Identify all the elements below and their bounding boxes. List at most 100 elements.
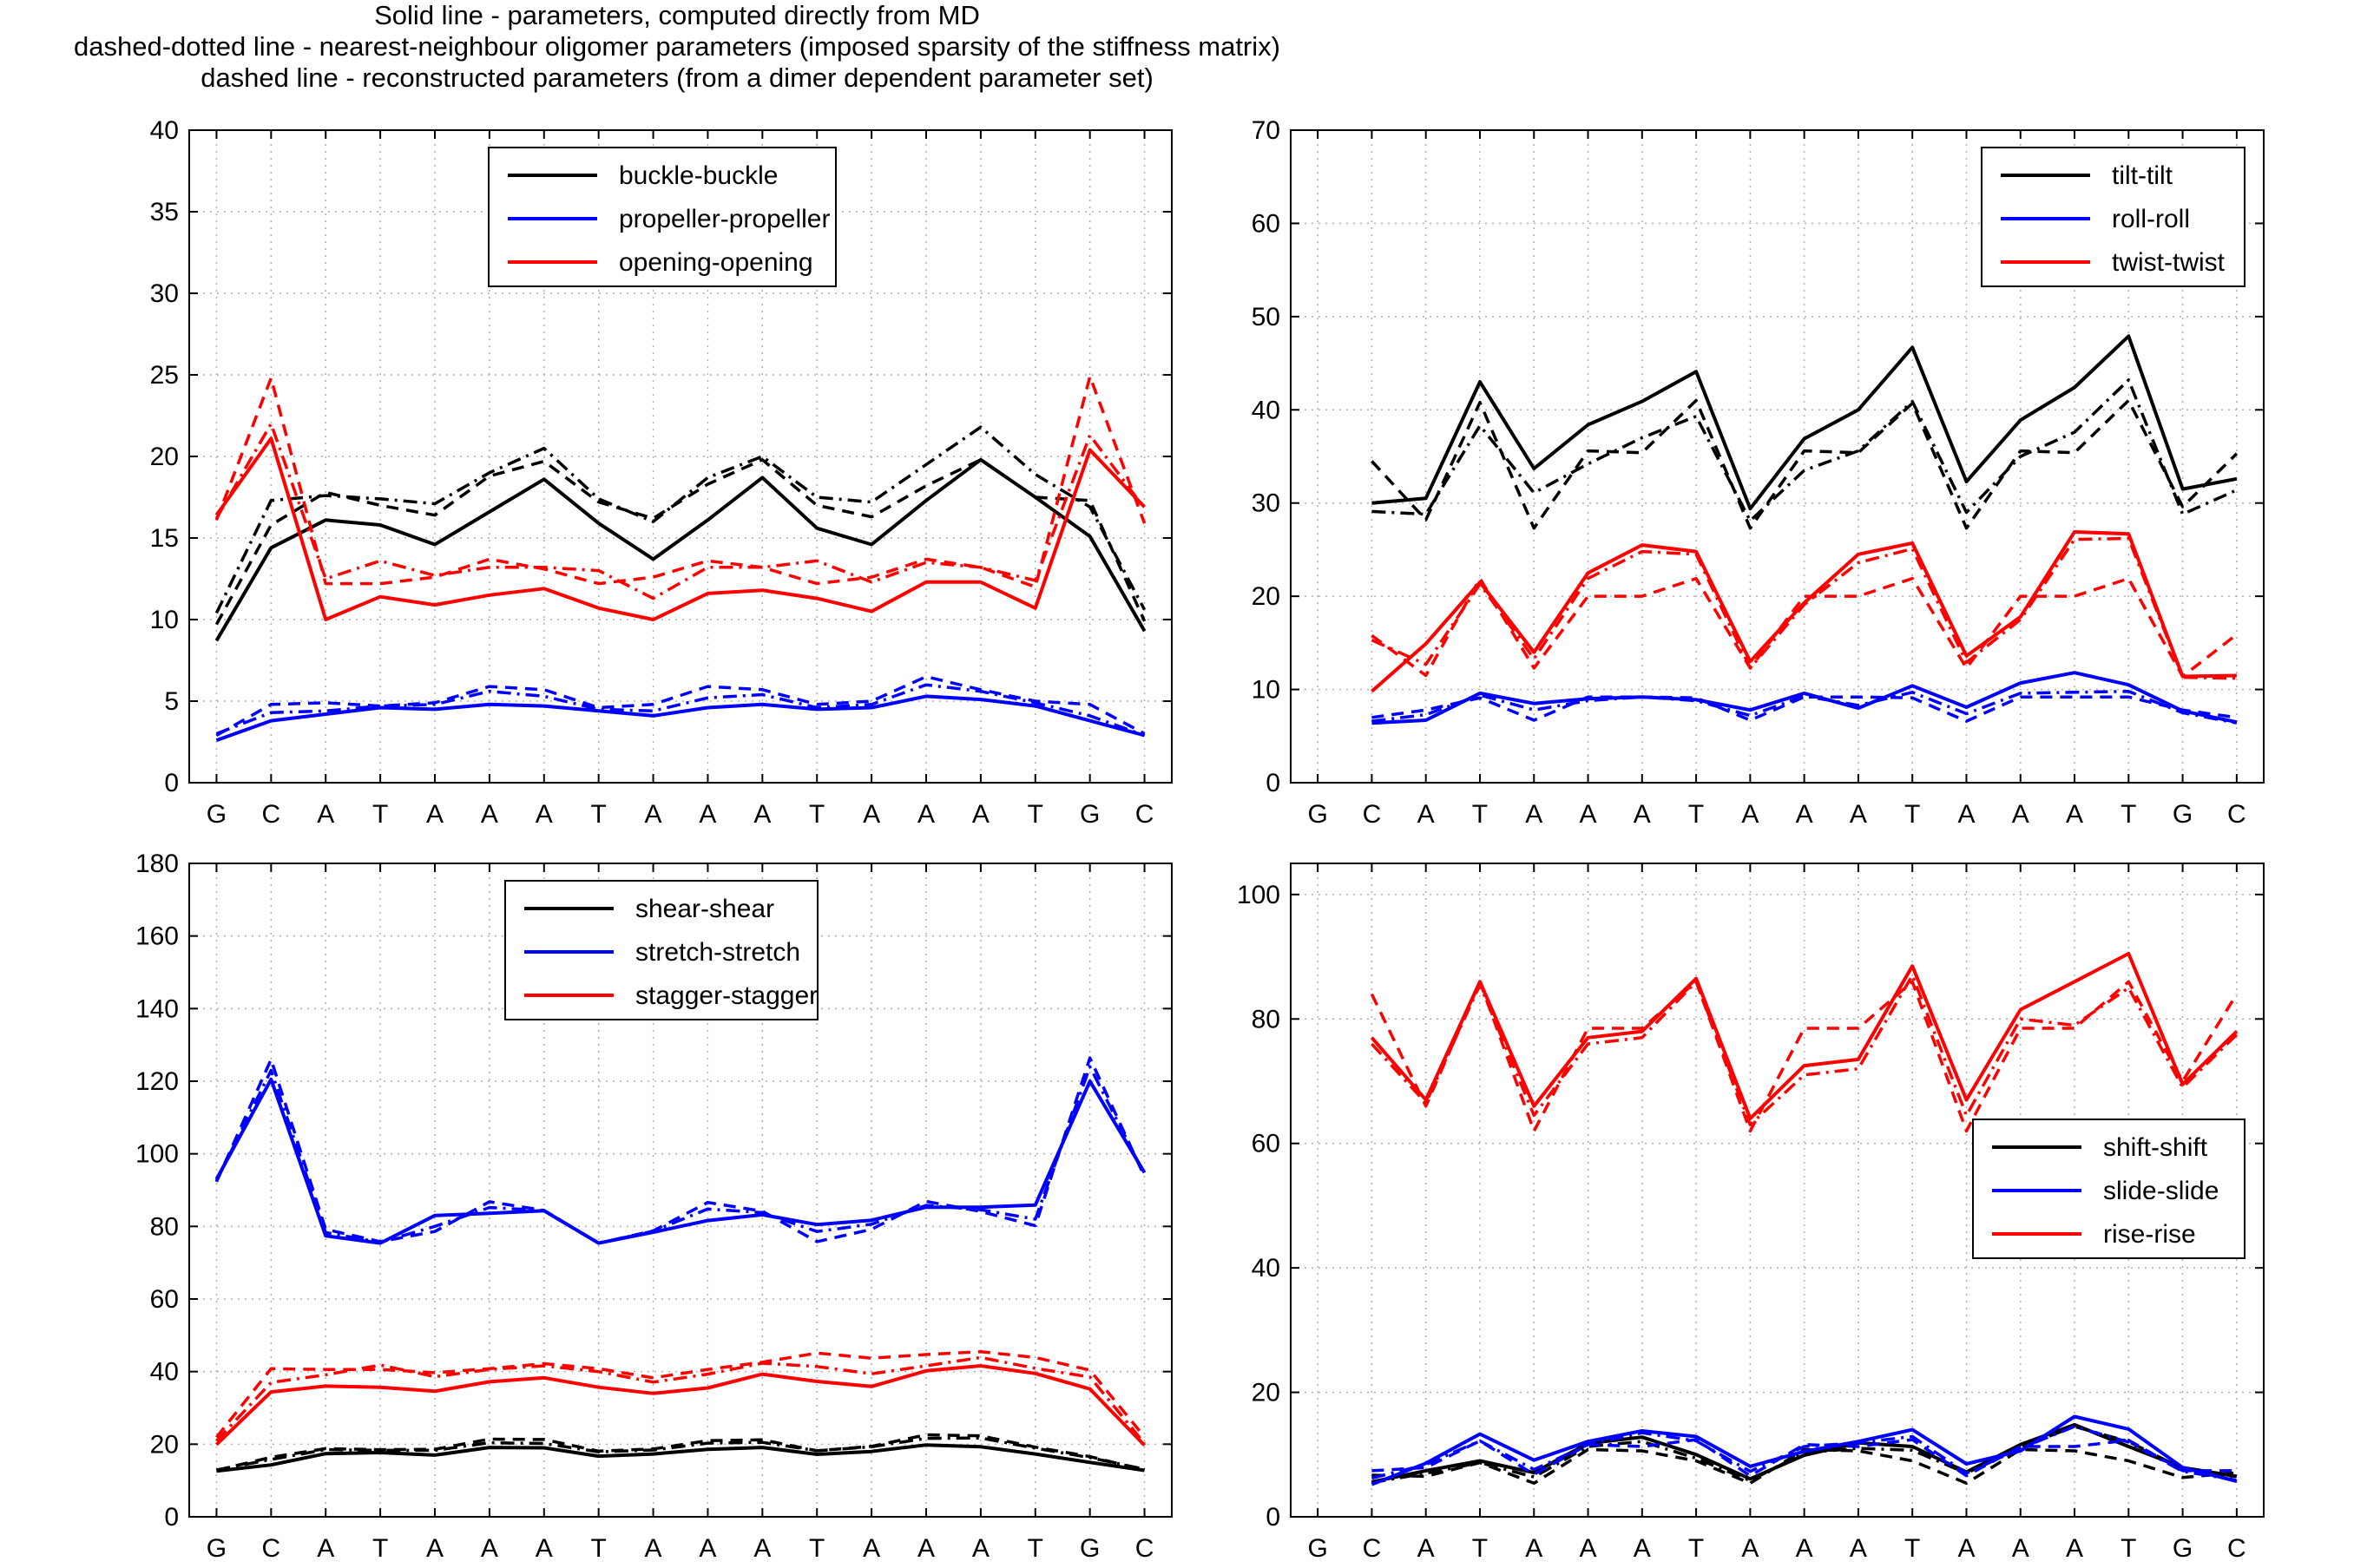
y-tick-label: 70 xyxy=(1252,116,1280,145)
x-tick-label: T xyxy=(1028,800,1043,829)
series-black-dashdot xyxy=(1371,378,2238,522)
series-red-dashdot xyxy=(214,422,1147,600)
legend-entry: roll-roll xyxy=(2112,205,2190,233)
legend: buckle-buckle propeller-propeller opening-… xyxy=(488,147,837,287)
y-tick-label: 0 xyxy=(164,1503,179,1532)
x-tick-label: A xyxy=(863,1534,880,1563)
series-black-dash xyxy=(214,458,1147,626)
legend: shear-shear stretch-stretch stagger-stagge… xyxy=(504,880,819,1020)
axes-frame xyxy=(1290,863,2265,1518)
y-tick-label: 0 xyxy=(1266,769,1280,797)
x-tick-label: T xyxy=(1472,1534,1488,1563)
x-tick-label: A xyxy=(1796,1534,1813,1563)
panel-bottom-right-chart: G C A T A A A T A A A T A A A T G C 0 20 40 60 80 100 shift-shif… xyxy=(1237,863,2265,1563)
x-tick-label: A xyxy=(645,1534,662,1563)
series-black-dashdot xyxy=(1371,1425,2238,1485)
series-blue-solid xyxy=(1371,671,2238,725)
x-tick-label: T xyxy=(809,1534,825,1563)
x-tick-label: G xyxy=(1080,1534,1100,1563)
legend-entry: propeller-propeller xyxy=(619,205,830,233)
series-blue-solid xyxy=(215,694,1146,742)
y-tick-label: 10 xyxy=(150,606,179,634)
series-red-solid xyxy=(1371,530,2237,693)
x-tick-label: C xyxy=(261,1534,280,1563)
legend-entry: opening-opening xyxy=(619,248,813,277)
x-tick-label: A xyxy=(426,800,444,829)
series-blue-dash xyxy=(1371,1438,2237,1478)
y-tick-label: 20 xyxy=(150,1430,179,1459)
x-tick-label: C xyxy=(2227,800,2246,829)
series-red-dash xyxy=(1371,576,2238,679)
y-tick-label: 80 xyxy=(1252,1005,1280,1033)
legend-entry: rise-rise xyxy=(2103,1220,2196,1249)
header-line-1: Solid line - parameters, computed direct… xyxy=(374,0,980,30)
legend: shift-shift slide-slide rise-rise xyxy=(1972,1119,2246,1259)
x-tick-label: A xyxy=(1850,800,1867,829)
series-black-dashdot xyxy=(214,425,1147,614)
series-red-solid xyxy=(215,1364,1147,1447)
y-tick-label: 10 xyxy=(1252,676,1280,705)
x-tick-label: G xyxy=(207,1534,227,1563)
x-tick-label: A xyxy=(753,800,771,829)
y-tick-label: 25 xyxy=(150,361,179,390)
y-tick-label: 0 xyxy=(1266,1503,1280,1532)
x-tick-label: T xyxy=(1904,1534,1920,1563)
legend-entry: stagger-stagger xyxy=(635,981,818,1010)
y-tick-label: 40 xyxy=(1252,396,1280,424)
x-tick-label: G xyxy=(1307,800,1327,829)
x-tick-label: C xyxy=(1363,1534,1382,1563)
x-tick-label: A xyxy=(1525,1534,1542,1563)
x-tick-label: C xyxy=(1135,1534,1154,1563)
x-tick-label: T xyxy=(1688,800,1704,829)
series-black-dashdot xyxy=(216,1436,1145,1472)
legend-entry: tilt-tilt xyxy=(2112,161,2173,190)
series-blue-solid xyxy=(214,1077,1147,1245)
x-tick-label: T xyxy=(1904,800,1920,829)
x-tick-label: T xyxy=(2121,1534,2136,1563)
x-tick-label: A xyxy=(426,1534,444,1563)
chart-header: Solid line - parameters, computed direct… xyxy=(0,0,1354,94)
x-tick-label: T xyxy=(591,1534,607,1563)
x-tick-label: T xyxy=(591,800,607,829)
x-tick-label: A xyxy=(863,800,880,829)
legend-entry: buckle-buckle xyxy=(619,161,778,190)
legend-entry: shift-shift xyxy=(2103,1133,2208,1162)
series-blue-dash xyxy=(214,1056,1147,1245)
series-blue-dashdot xyxy=(214,1065,1147,1245)
y-tick-label: 100 xyxy=(1237,881,1280,909)
x-tick-label: A xyxy=(1417,1534,1435,1563)
x-tick-label: A xyxy=(1634,800,1651,829)
x-tick-label: A xyxy=(917,1534,935,1563)
y-tick-label: 0 xyxy=(164,769,179,797)
x-tick-label: G xyxy=(207,800,227,829)
x-tick-label: A xyxy=(1580,1534,1597,1563)
x-tick-label: T xyxy=(1688,1534,1704,1563)
series-black-solid xyxy=(214,457,1147,642)
x-tick-label: T xyxy=(372,1534,388,1563)
x-tick-label: A xyxy=(1850,1534,1867,1563)
x-tick-label: G xyxy=(2173,800,2193,829)
x-tick-label: T xyxy=(1472,800,1488,829)
y-tick-label: 160 xyxy=(135,922,179,951)
x-tick-label: A xyxy=(1741,800,1759,829)
y-tick-label: 140 xyxy=(135,994,179,1023)
x-tick-label: A xyxy=(1580,800,1597,829)
axes-frame xyxy=(188,863,1173,1518)
x-tick-label: A xyxy=(317,1534,334,1563)
x-tick-label: T xyxy=(809,800,825,829)
x-tick-label: A xyxy=(972,800,990,829)
series-blue-solid xyxy=(1371,1414,2238,1486)
x-tick-label: A xyxy=(1957,800,1975,829)
x-tick-label: C xyxy=(2227,1534,2246,1563)
y-tick-label: 50 xyxy=(1252,303,1280,331)
y-tick-label: 15 xyxy=(150,524,179,553)
legend-entry: twist-twist xyxy=(2112,248,2226,277)
y-tick-label: 80 xyxy=(150,1212,179,1241)
y-tick-label: 5 xyxy=(164,687,179,716)
x-tick-label: A xyxy=(481,1534,498,1563)
x-tick-label: G xyxy=(1080,800,1100,829)
x-tick-label: G xyxy=(2173,1534,2193,1563)
x-tick-label: A xyxy=(536,800,553,829)
y-tick-label: 30 xyxy=(1252,489,1280,518)
x-tick-label: A xyxy=(1634,1534,1651,1563)
